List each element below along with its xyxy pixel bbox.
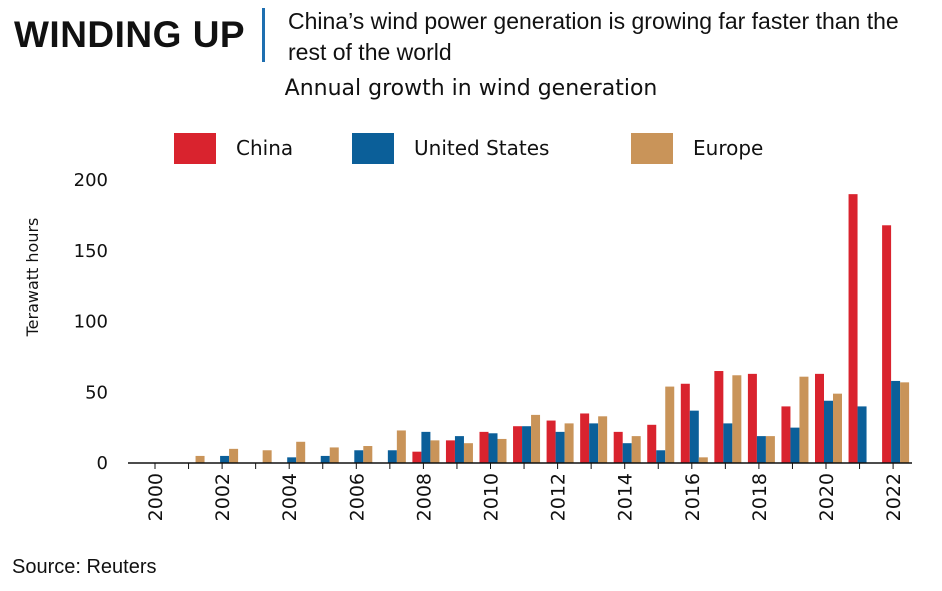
bar-china-2009: [445, 440, 455, 463]
x-tick-label: 2010: [481, 473, 503, 521]
y-tick-label: 200: [74, 170, 108, 191]
legend-item-china: China: [174, 132, 293, 164]
bar-china-2013: [580, 413, 590, 463]
legend-item-europe: Europe: [631, 132, 763, 164]
source-note: Source: Reuters: [12, 556, 157, 578]
bar-united-states-2013: [589, 423, 599, 463]
bar-united-states-2012: [555, 431, 565, 463]
bar-united-states-2014: [622, 443, 632, 463]
x-ticks: 2000 2002 2004 2006 2008 2010 2012 2014 2016 2018…: [145, 463, 905, 521]
bar-europe-2017: [732, 375, 742, 463]
legend-label-china: China: [236, 136, 294, 160]
bar-europe-2013: [598, 416, 608, 463]
y-tick-label: 150: [74, 241, 108, 262]
bar-china-2008: [412, 451, 422, 463]
x-tick-label: 2004: [279, 473, 301, 521]
x-tick-label: 2008: [413, 473, 435, 521]
bar-united-states-2005: [320, 455, 330, 463]
bar-europe-2001: [195, 455, 205, 463]
y-axis-label-group: Terawatt hours: [23, 218, 42, 338]
subtitle: China’s wind power generation is growing…: [288, 8, 899, 65]
bar-united-states-2020: [824, 400, 833, 463]
bar-china-2010: [479, 431, 489, 463]
x-tick-label: 2000: [145, 473, 167, 521]
bar-united-states-2022: [891, 380, 901, 463]
bar-europe-2004: [296, 441, 306, 463]
bar-china-2015: [647, 424, 657, 463]
x-tick-label: 2016: [682, 473, 704, 521]
x-tick-label: 2020: [816, 473, 838, 521]
bar-united-states-2019: [790, 427, 800, 463]
bar-europe-2010: [497, 438, 507, 463]
bar-europe-2020: [833, 393, 842, 463]
bar-united-states-2006: [354, 450, 364, 463]
bar-china-2011: [513, 426, 523, 463]
bar-europe-2006: [363, 446, 373, 463]
bar-united-states-2008: [421, 431, 431, 463]
bar-united-states-2007: [387, 450, 397, 463]
bar-europe-2016: [698, 457, 708, 463]
legend-swatch-europe: [631, 132, 673, 164]
bar-europe-2007: [396, 430, 406, 463]
y-tick-label: 0: [97, 453, 108, 474]
bar-china-2022: [882, 225, 892, 463]
bar-europe-2011: [531, 414, 541, 463]
legend-item-united-states: United States: [352, 132, 549, 164]
legend-label-europe: Europe: [693, 136, 764, 160]
x-tick-label: 2002: [212, 473, 234, 521]
bar-europe-2012: [564, 423, 574, 463]
bar-china-2021: [848, 194, 858, 463]
x-tick-label: 2012: [548, 473, 570, 521]
bar-china-2017: [714, 371, 724, 463]
bar-europe-2019: [799, 376, 809, 463]
bar-united-states-2011: [522, 426, 532, 463]
legend-label-united-states: United States: [414, 136, 550, 160]
bar-europe-2022: [900, 382, 910, 463]
legend-swatch-united-states: [352, 132, 394, 164]
y-tick-label: 100: [74, 312, 108, 333]
bar-europe-2003: [262, 450, 272, 463]
x-tick-label: 2014: [615, 473, 637, 521]
y-ticks: 0 50 100 150 200: [74, 170, 108, 474]
bar-china-2014: [613, 431, 623, 463]
bar-europe-2009: [463, 443, 473, 463]
bar-china-2012: [546, 420, 556, 463]
bar-united-states-2021: [857, 406, 867, 463]
headline: WINDING UP: [14, 14, 246, 55]
bar-europe-2005: [329, 447, 339, 463]
title-divider: [262, 8, 265, 62]
bar-europe-2015: [665, 386, 675, 463]
bar-china-2019: [781, 406, 791, 463]
x-tick-label: 2018: [749, 473, 771, 521]
x-tick-label: 2006: [346, 473, 368, 521]
bar-europe-2002: [229, 448, 239, 463]
bar-europe-2008: [430, 440, 440, 463]
bar-united-states-2009: [454, 436, 464, 463]
y-axis-label: Terawatt hours: [23, 218, 42, 338]
bars: [195, 194, 910, 463]
bar-united-states-2010: [488, 433, 498, 463]
bar-united-states-2018: [756, 436, 766, 463]
bar-united-states-2017: [723, 423, 733, 463]
bar-china-2016: [680, 383, 690, 463]
bar-united-states-2016: [689, 410, 699, 463]
bar-united-states-2002: [220, 455, 230, 463]
legend-swatch-china: [174, 132, 216, 164]
y-tick-label: 50: [85, 382, 108, 403]
bar-europe-2018: [765, 436, 775, 463]
bar-europe-2014: [631, 436, 641, 463]
bar-united-states-2004: [287, 457, 297, 463]
bar-united-states-2015: [656, 450, 666, 463]
bar-china-2018: [747, 373, 757, 463]
chart-title: Annual growth in wind generation: [284, 76, 658, 101]
x-tick-label: 2022: [883, 473, 905, 521]
bar-china-2020: [815, 373, 824, 463]
